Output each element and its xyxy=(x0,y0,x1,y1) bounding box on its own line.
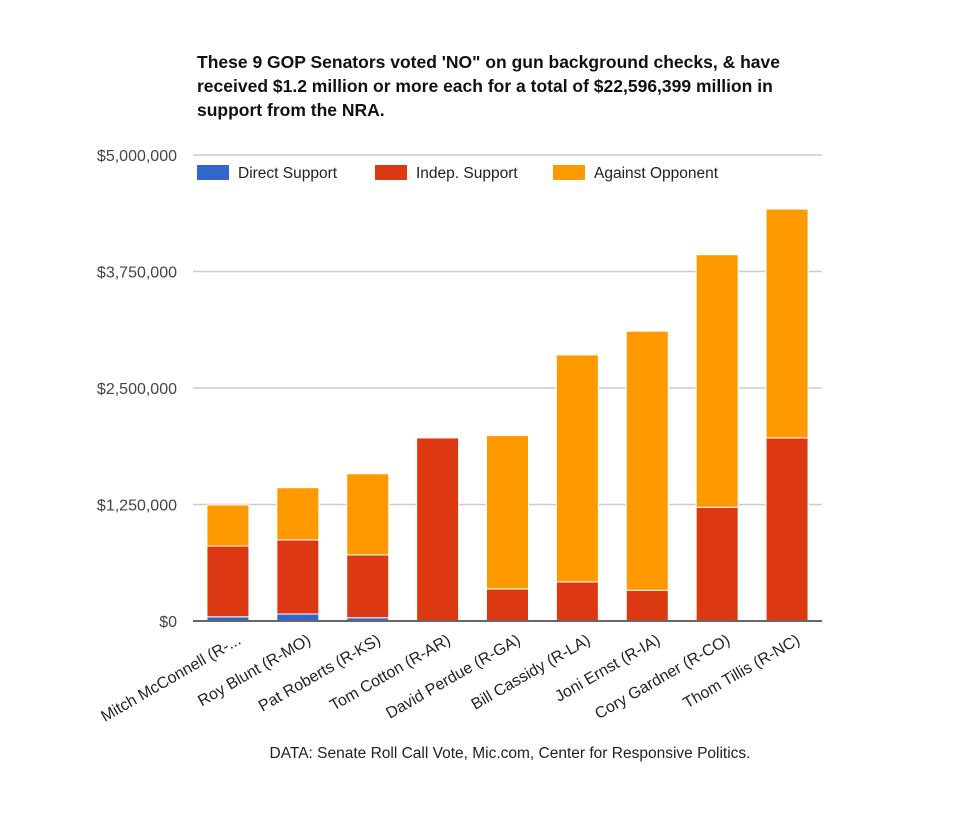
x-category-label: David Perdue (R-GA) xyxy=(383,632,523,723)
x-category-label: Roy Blunt (R-MO) xyxy=(195,632,314,710)
y-tick-label: $3,750,000 xyxy=(97,265,177,282)
y-tick-label: $2,500,000 xyxy=(97,381,177,398)
bar-stack xyxy=(416,436,460,622)
bar-segment-indep-support[interactable] xyxy=(695,506,739,622)
bar-stack xyxy=(276,487,320,622)
legend-swatch xyxy=(375,165,407,180)
bar-segment-indep-support[interactable] xyxy=(486,588,529,622)
bar-stack xyxy=(765,208,809,622)
bar-segment-against-opponent[interactable] xyxy=(346,473,390,556)
x-category-label: Tom Cotton (R-AR) xyxy=(327,632,453,715)
x-category-label: Thom Tillis (R-NC) xyxy=(681,632,803,712)
legend-label: Against Opponent xyxy=(594,165,719,182)
y-tick-label: $0 xyxy=(159,614,177,631)
legend-item[interactable]: Direct Support xyxy=(197,165,338,182)
bar-segment-indep-support[interactable] xyxy=(276,539,320,615)
bar-segment-direct-support[interactable] xyxy=(276,613,320,622)
bar-segment-indep-support[interactable] xyxy=(346,554,390,619)
chart-title: These 9 GOP Senators voted 'NO" on gun b… xyxy=(197,52,780,120)
y-tick-label: $5,000,000 xyxy=(97,148,177,165)
bar-segment-indep-support[interactable] xyxy=(206,545,250,618)
bar-stack xyxy=(695,254,739,622)
legend-item[interactable]: Against Opponent xyxy=(553,165,719,182)
legend-swatch xyxy=(553,165,585,180)
legend-label: Indep. Support xyxy=(416,165,518,182)
bar-stack xyxy=(346,473,390,622)
y-tick-label: $1,250,000 xyxy=(97,498,177,515)
y-axis-tick-labels: $0 $1,250,000 $2,500,000 $3,750,000 $5,000,0… xyxy=(97,148,177,631)
legend-swatch xyxy=(197,165,229,180)
x-category-label: Pat Roberts (R-KS) xyxy=(256,632,384,716)
bar-segment-indep-support[interactable] xyxy=(765,437,809,622)
bar-segment-indep-support[interactable] xyxy=(625,589,669,622)
bar-segment-against-opponent[interactable] xyxy=(695,254,739,508)
bar-stack xyxy=(625,330,669,622)
legend-label: Direct Support xyxy=(238,165,338,182)
data-source-note: DATA: Senate Roll Call Vote, Mic.com, Ce… xyxy=(269,745,751,762)
bar-segment-against-opponent[interactable] xyxy=(486,435,529,590)
bar-segment-against-opponent[interactable] xyxy=(416,436,460,439)
legend: Direct Support Indep. Support Against Oppo… xyxy=(197,165,719,182)
bar-stack xyxy=(555,354,599,622)
bar-segment-against-opponent[interactable] xyxy=(555,354,599,583)
x-category-label: Cory Gardner (R-CO) xyxy=(592,632,733,723)
bar-stack xyxy=(486,435,529,622)
bars xyxy=(206,208,809,622)
bar-segment-against-opponent[interactable] xyxy=(765,208,809,439)
bar-stack xyxy=(206,504,250,622)
bar-segment-against-opponent[interactable] xyxy=(206,504,250,547)
x-category-label: Bill Cassidy (R-LA) xyxy=(469,632,594,714)
legend-item[interactable]: Indep. Support xyxy=(375,165,518,182)
bar-segment-indep-support[interactable] xyxy=(416,437,460,622)
bar-segment-indep-support[interactable] xyxy=(555,581,599,622)
bar-segment-against-opponent[interactable] xyxy=(625,330,669,591)
bar-segment-against-opponent[interactable] xyxy=(276,487,320,541)
x-axis-category-labels: Mitch McConnell (R-...Roy Blunt (R-MO)Pa… xyxy=(98,632,803,726)
